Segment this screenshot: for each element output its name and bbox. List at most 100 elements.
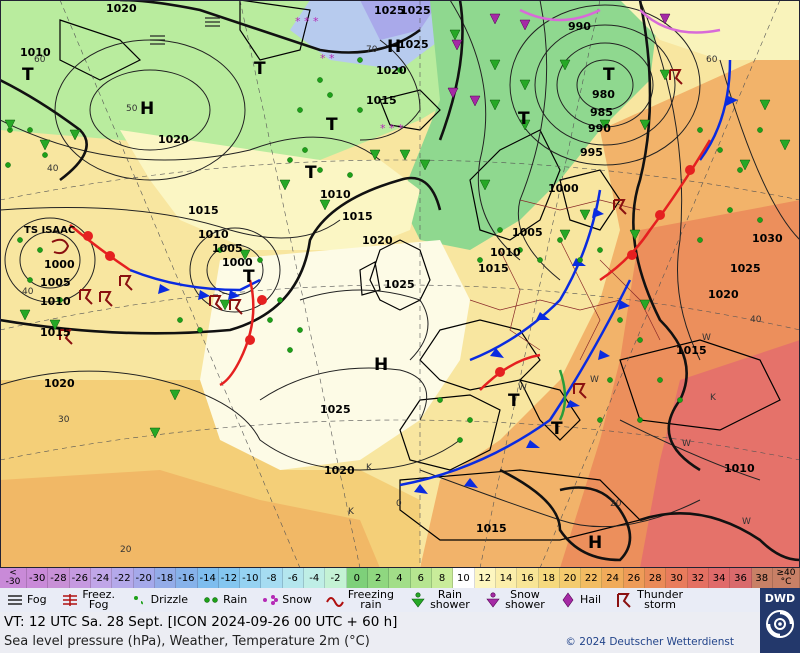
colorbar-cell: -12 — [218, 568, 241, 588]
legend-rain: Rain — [202, 592, 247, 608]
tropical-storm-icon — [51, 238, 70, 255]
pressure-labels: 1020 1025 1010 990 980 985 990 995 1000 … — [20, 2, 783, 535]
svg-text:* *: * * — [320, 52, 335, 65]
svg-text:* * *: * * * — [380, 122, 404, 135]
temperature-label: W — [742, 517, 751, 527]
pressure-label: 1020 — [376, 64, 407, 77]
colorbar-cell: -18 — [154, 568, 177, 588]
pressure-label: 1025 — [374, 4, 405, 17]
valid-time-line: VT: 12 UTC Sa. 28 Sept. [ICON 2024-09-26… — [4, 614, 398, 630]
pressure-label: 1015 — [676, 344, 707, 357]
temperature-colorbar: < -30 -30 -28 -26 -24 -22 -20 -18 -16 -14 -12 -10-… — [0, 568, 800, 588]
colorbar-cell: 28 — [645, 568, 667, 588]
pressure-label: 1010 — [40, 295, 71, 308]
low-pressure-center: T — [508, 391, 520, 411]
temperature-label: 40 — [47, 164, 59, 174]
pressure-label: 1015 — [188, 204, 219, 217]
colorbar-cell: 12 — [474, 568, 496, 588]
temperature-label: 70 — [366, 45, 378, 55]
temperature-label: W — [590, 375, 599, 385]
temperature-label: K — [348, 507, 355, 517]
snow-shower-symbols — [447, 13, 671, 107]
chart-description: Sea level pressure (hPa), Weather, Tempe… — [4, 634, 370, 649]
pressure-centers: H T T T T T H H T T T T H — [22, 37, 615, 553]
pressure-label: 1005 — [512, 226, 543, 239]
temperature-label: 20 — [120, 545, 132, 555]
pressure-label: 1010 — [198, 228, 229, 241]
legend-freezing-fog-label: Freez. Fog — [82, 588, 115, 611]
pressure-label: 1020 — [362, 234, 393, 247]
isobars-bold — [0, 0, 800, 562]
low-pressure-center: T — [326, 115, 338, 135]
pressure-label: 1020 — [708, 288, 739, 301]
dwd-logo-panel: DWD — [760, 588, 800, 653]
colorbar-cell: 10 — [453, 568, 475, 588]
colorbar-cell: 2 — [368, 568, 390, 588]
colorbar-cell: 24 — [602, 568, 624, 588]
colorbar-cell: -30 — [27, 568, 49, 588]
pressure-label: 1010 — [490, 246, 521, 259]
pressure-label: 1005 — [40, 276, 71, 289]
copyright-notice: © 2024 Deutscher Wetterdienst — [565, 636, 734, 648]
colorbar-below-min: < -30 — [0, 568, 27, 588]
snow-shower-icon — [486, 592, 500, 608]
pressure-label: 1025 — [320, 403, 351, 416]
front-markers — [83, 96, 738, 494]
pressure-label: 1010 — [20, 46, 51, 59]
pressure-label: 995 — [580, 146, 603, 159]
pressure-label: 1025 — [384, 278, 415, 291]
high-pressure-center: H — [140, 99, 154, 119]
temperature-label: K — [366, 463, 373, 473]
pressure-label: 985 — [590, 106, 613, 119]
fog-symbols — [150, 17, 220, 45]
pressure-label: 990 — [568, 20, 591, 33]
temperature-label: W — [702, 333, 711, 343]
pressure-label: 990 — [588, 122, 611, 135]
snow-symbols: * * * * * * * * — [295, 15, 404, 135]
legend-freezing-rain: Freezing rain — [326, 589, 395, 610]
weather-map: * * * * * * * * 1020 1025 1010 990 — [0, 0, 800, 568]
temperature-label: 60 — [706, 55, 718, 65]
temperature-label: K — [710, 393, 717, 403]
temperature-label: 20 — [610, 499, 622, 509]
temperature-label: 50 — [126, 104, 138, 114]
temperature-label: W — [518, 383, 527, 393]
colorbar-cell: 26 — [623, 568, 646, 588]
colorbar-cell: 32 — [687, 568, 709, 588]
legend-drizzle: Drizzle — [130, 592, 188, 608]
pressure-label: 980 — [592, 88, 615, 101]
temperature-label: 40 — [22, 287, 34, 297]
weather-legend: Fog Freez. Fog Drizzle Rain Snow Freezin… — [0, 588, 760, 612]
low-pressure-center: T — [551, 419, 563, 439]
colorbar-below-symbol: < — [9, 568, 17, 578]
pressure-label: 1020 — [158, 133, 189, 146]
legend-rain-label: Rain — [223, 593, 248, 606]
colorbar-cell: -10 — [240, 568, 262, 588]
pressure-label: 1000 — [548, 182, 579, 195]
legend-snow: Snow — [261, 592, 312, 608]
legend-rain-shower-label: Rain shower — [430, 588, 470, 611]
legend-drizzle-label: Drizzle — [150, 593, 189, 606]
legend-snow-shower: Snow shower — [484, 589, 545, 610]
colorbar-cell: -28 — [48, 568, 70, 588]
colorbar-cell: 30 — [666, 568, 688, 588]
pressure-label: 1000 — [44, 258, 75, 271]
temperature-label: 30 — [58, 415, 70, 425]
temperature-field-warmer-south-west — [0, 470, 380, 568]
pressure-label: 1015 — [342, 210, 373, 223]
dwd-logo-text: DWD — [764, 592, 796, 605]
pressure-label: 1015 — [478, 262, 509, 275]
legend-rain-shower: Rain shower — [409, 588, 470, 611]
pressure-label: 1020 — [324, 464, 355, 477]
high-pressure-center: H — [374, 355, 388, 375]
low-pressure-center: T — [243, 267, 255, 287]
dwd-swirl-icon — [766, 610, 794, 638]
drizzle-icon — [133, 596, 143, 605]
legend-freezing-fog: Freez. Fog — [61, 588, 116, 611]
pressure-label: 1010 — [724, 462, 755, 475]
pressure-label: 1015 — [366, 94, 397, 107]
colorbar-cell: 36 — [730, 568, 752, 588]
legend-thunderstorm-label: Thunder storm — [637, 588, 684, 611]
pressure-label: 1010 — [320, 188, 351, 201]
rain-shower-icon — [411, 592, 425, 608]
